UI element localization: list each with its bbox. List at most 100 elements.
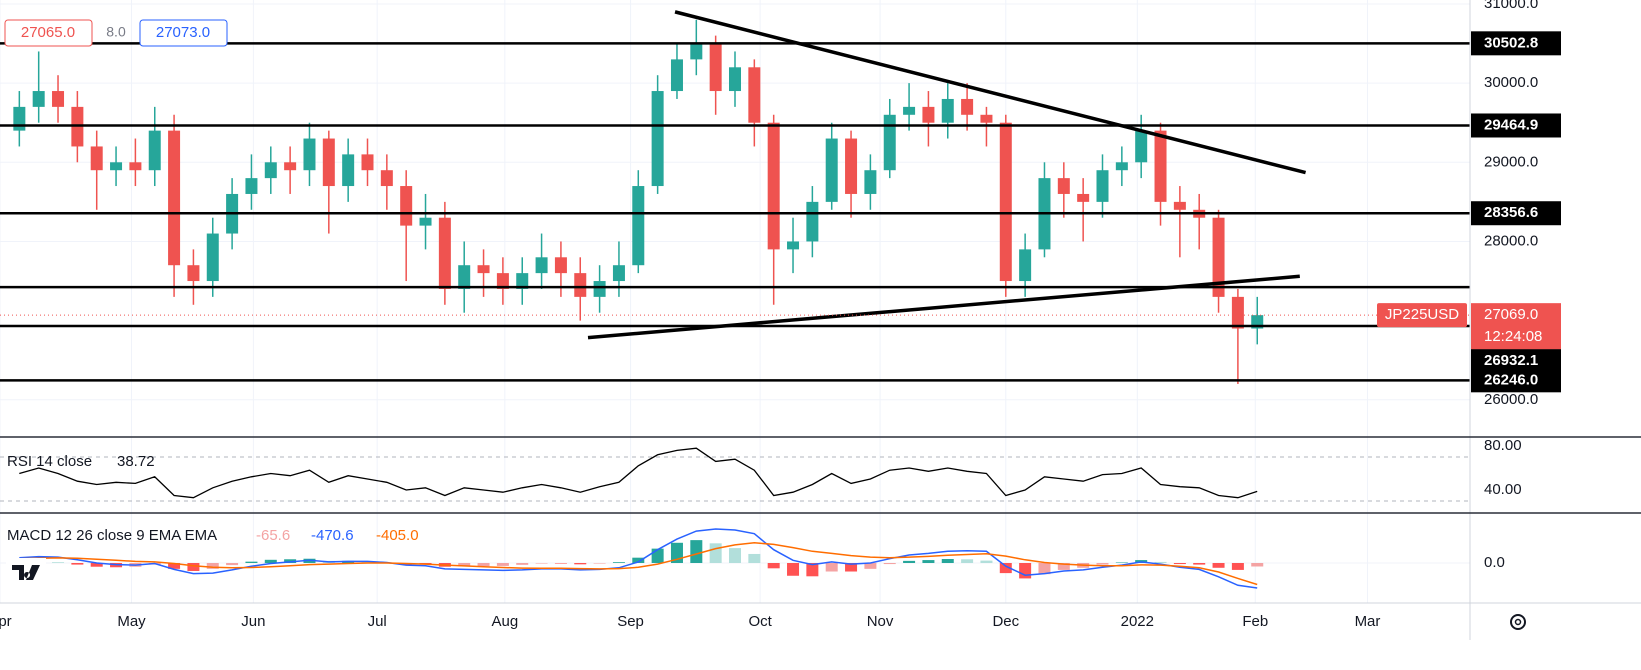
level-tag <box>1471 31 1561 56</box>
trendline <box>674 10 1307 175</box>
macd-histogram-bar <box>980 560 993 563</box>
macd-histogram-bar <box>806 563 819 577</box>
x-tick-label: Aug <box>491 613 518 630</box>
macd-histogram-bar <box>477 563 490 567</box>
macd-histogram-bar <box>767 563 780 569</box>
x-tick-label: Apr <box>0 613 12 630</box>
candle-body <box>825 138 838 202</box>
macd-histogram-bar <box>961 559 974 563</box>
macd-histogram-bar <box>71 563 84 565</box>
candle-body <box>690 43 703 60</box>
macd-histogram-bar <box>496 563 509 566</box>
candle-body <box>651 91 664 187</box>
candle-body <box>961 98 974 115</box>
candle-body <box>516 273 529 289</box>
candle-body <box>767 122 780 250</box>
x-tick-label: Nov <box>867 613 894 630</box>
candle-body <box>110 162 123 171</box>
candle-body <box>1135 130 1148 163</box>
signal-line <box>19 542 1258 586</box>
axes: Apr May Jun Jul Aug Sep Oct Nov Dec 2022 Feb Mar 260… <box>0 0 1641 640</box>
rsi-tick-label: 80.00 <box>1484 437 1522 454</box>
rsi-value: 38.72 <box>117 453 155 470</box>
macd-histogram-bar <box>825 563 838 572</box>
y-tick-label: 26000.0 <box>1484 391 1538 408</box>
x-tick-label: 2022 <box>1121 613 1154 630</box>
macd-histogram-bar <box>883 563 896 565</box>
macd-histogram-bar <box>187 563 200 571</box>
bid-box[interactable] <box>4 19 93 47</box>
candle-body <box>1115 162 1128 171</box>
macd-tick-label: 0.0 <box>1484 554 1505 571</box>
level-label: 29464.9 <box>1484 116 1538 133</box>
x-tick-label: May <box>117 613 146 630</box>
macd-title: MACD 12 26 close 9 EMA EMA <box>7 527 217 544</box>
candle-body <box>477 265 490 274</box>
candle-body <box>419 217 432 226</box>
macd-histogram-bar <box>226 563 239 566</box>
candle-body <box>1231 296 1244 329</box>
candle-body <box>52 91 65 107</box>
settings-icon[interactable] <box>1510 614 1526 630</box>
candle-body <box>1212 217 1225 297</box>
candle-body <box>458 265 471 289</box>
candle-body <box>148 130 161 171</box>
y-tick-label: 28000.0 <box>1484 232 1538 249</box>
rsi-title: RSI 14 close <box>7 453 92 470</box>
candle-body <box>90 146 103 171</box>
ask-box[interactable] <box>139 19 228 47</box>
candle-body <box>129 162 142 171</box>
macd-histogram-bar <box>1251 563 1264 567</box>
candle-body <box>13 106 26 131</box>
candle-body <box>496 273 509 289</box>
candle-body <box>168 130 181 266</box>
level-label: 30502.8 <box>1484 34 1538 51</box>
candle-body <box>245 178 258 194</box>
candle-body <box>284 162 297 171</box>
x-tick-label: Jun <box>241 613 265 630</box>
macd-value: -470.6 <box>311 527 354 544</box>
macd-histogram-bar <box>206 563 219 569</box>
macd-histogram-bar <box>574 563 587 565</box>
symbol-label: JP225USD <box>1385 306 1459 323</box>
macd-histogram-bar <box>361 561 374 563</box>
candle-body <box>206 233 219 282</box>
macd-histogram-bar <box>748 553 761 563</box>
logo-mark <box>12 565 40 580</box>
candle-body <box>709 43 722 92</box>
macd-histogram-bar <box>90 563 103 567</box>
macd-histogram-bar <box>612 562 625 563</box>
level-tag <box>1471 201 1561 226</box>
marks <box>0 10 1470 589</box>
candle-body <box>380 170 393 187</box>
macd-histogram-bar <box>1038 563 1051 575</box>
x-tick-label: Oct <box>748 613 772 630</box>
macd-histogram-bar <box>1231 563 1244 570</box>
candle-body <box>1057 178 1070 194</box>
candle-body <box>361 154 374 171</box>
candle-body <box>574 273 587 297</box>
candle-body <box>748 67 761 123</box>
macd-histogram-bar <box>632 557 645 563</box>
candle-body <box>342 154 355 187</box>
macd-histogram-bar <box>1193 563 1206 565</box>
candle-body <box>1096 170 1109 202</box>
candle-body <box>438 217 451 289</box>
candle-body <box>303 138 316 171</box>
candle-body <box>632 186 645 266</box>
candle-body <box>670 59 683 92</box>
level-label: 26246.0 <box>1484 371 1538 388</box>
y-tick-label: 30000.0 <box>1484 74 1538 91</box>
candle-body <box>941 98 954 123</box>
symbol-tag <box>1377 303 1467 328</box>
candle-body <box>535 257 548 274</box>
macd-histogram-bar <box>1173 563 1186 565</box>
macd-histogram-bar <box>284 559 297 563</box>
gear[interactable] <box>1510 614 1526 630</box>
candle-body <box>1077 193 1090 202</box>
macd-histogram-bar <box>690 540 703 563</box>
candle-body <box>612 265 625 282</box>
